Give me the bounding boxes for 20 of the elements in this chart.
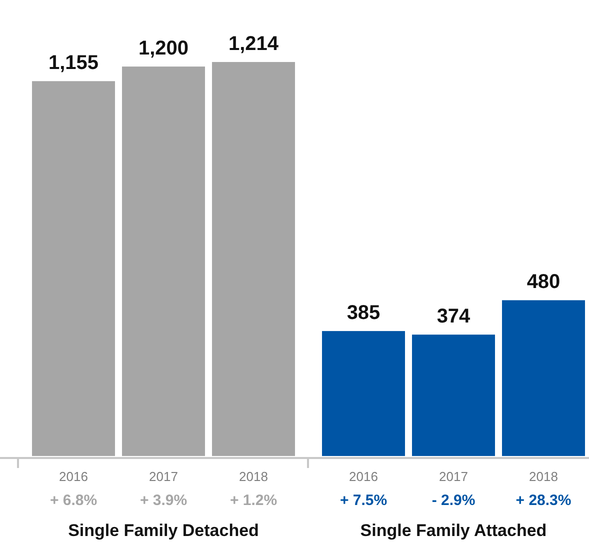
- data-label: 385: [346, 302, 380, 324]
- data-label: 1,155: [48, 52, 99, 74]
- x-tick-label: 2016: [59, 469, 88, 484]
- data-label: 1,214: [228, 33, 280, 55]
- x-tick-label: 2016: [349, 469, 378, 484]
- text: + 3.9%: [140, 492, 188, 509]
- text: Single Family Detached: [68, 521, 259, 540]
- data-label: 480: [526, 271, 560, 294]
- x-tick-label: 2017: [439, 469, 468, 484]
- data-label: 374: [436, 306, 472, 328]
- data-label: 1,200: [138, 38, 189, 60]
- text: + 1.2%: [230, 492, 278, 509]
- text: + 6.8%: [50, 492, 98, 509]
- text: Single Family Attached: [360, 521, 547, 540]
- text: + 28.3%: [516, 492, 572, 509]
- text: - 2.9%: [432, 492, 476, 509]
- x-tick-label: 2018: [529, 469, 558, 484]
- x-tick-label: 2017: [149, 469, 178, 484]
- text: + 7.5%: [340, 492, 388, 509]
- x-tick-label: 2018: [239, 469, 268, 484]
